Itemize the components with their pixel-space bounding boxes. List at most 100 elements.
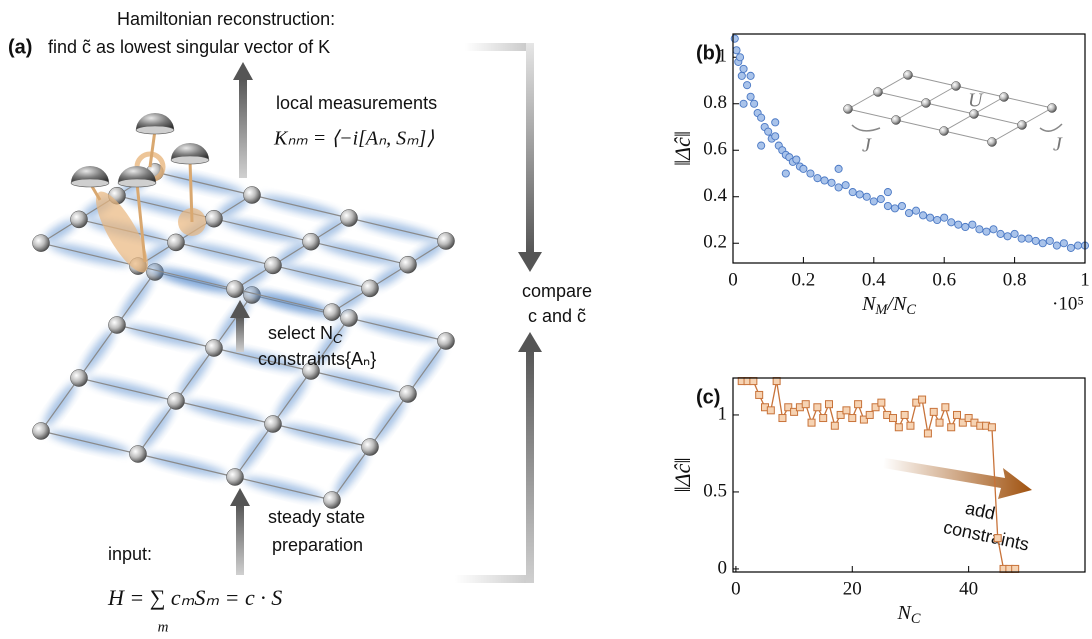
bond	[272, 370, 312, 425]
inset-bond	[955, 85, 1005, 98]
point	[982, 227, 991, 236]
point	[919, 211, 928, 220]
point	[739, 99, 748, 108]
site	[437, 232, 455, 250]
inset-site	[921, 98, 931, 108]
marker	[941, 403, 950, 412]
arrow-shaft	[239, 78, 247, 178]
marker	[813, 403, 822, 412]
marker	[900, 410, 909, 419]
point	[1038, 239, 1047, 248]
detector-rim	[70, 178, 110, 188]
inset-bond	[1003, 96, 1053, 109]
marker	[918, 395, 927, 404]
compare-text: compare	[522, 281, 592, 301]
input-text: input:	[108, 544, 152, 564]
x-tick-label: 1	[1080, 269, 1090, 290]
bond	[137, 453, 236, 478]
marker	[935, 418, 944, 427]
bond	[154, 171, 253, 196]
arrow-shaft	[236, 504, 244, 575]
panel-label: (b)	[696, 42, 722, 64]
title-line: find c̃ as lowest singular vector of K	[48, 37, 330, 57]
site	[340, 209, 358, 227]
bond	[175, 400, 274, 425]
point	[792, 155, 801, 164]
bond	[116, 324, 215, 349]
subscript: C	[911, 611, 921, 627]
bond	[40, 377, 80, 432]
y-axis-label: ‖Δĉ‖	[670, 131, 695, 166]
detector-rim	[117, 178, 157, 188]
flow-line	[526, 43, 534, 253]
inset-site	[891, 115, 901, 125]
marker	[842, 406, 851, 415]
y-tick-label: 1	[718, 403, 728, 424]
y-tick-label: 0.2	[703, 232, 727, 253]
point	[1066, 243, 1075, 252]
inset-bond	[877, 91, 927, 104]
selection	[96, 191, 149, 273]
arrow-head	[518, 252, 542, 272]
marker	[947, 423, 956, 432]
bond	[213, 218, 312, 243]
point	[954, 220, 963, 229]
site	[226, 468, 244, 486]
point	[1024, 234, 1033, 243]
marker	[987, 423, 996, 432]
point	[926, 213, 935, 222]
marker	[801, 400, 810, 409]
marker	[964, 414, 973, 423]
point	[1017, 234, 1026, 243]
bond	[78, 324, 118, 379]
point	[735, 53, 745, 62]
inset-site	[969, 109, 979, 119]
bond	[348, 217, 447, 242]
text-part: N	[861, 293, 877, 315]
inset-label: J	[862, 135, 872, 157]
bond	[251, 194, 350, 219]
y-tick-label: 0	[718, 557, 728, 578]
point	[876, 195, 885, 204]
inset-site	[999, 92, 1009, 102]
point	[737, 71, 746, 80]
marker	[894, 423, 903, 432]
inset-bond	[907, 74, 957, 87]
marker	[755, 390, 764, 399]
annotation: add	[963, 498, 997, 524]
point	[1031, 236, 1040, 245]
y-tick-label: 0.4	[703, 185, 727, 206]
point	[940, 213, 949, 222]
point	[732, 46, 741, 55]
text-part: N	[897, 602, 913, 624]
point	[820, 176, 829, 185]
point	[890, 204, 899, 213]
select-text: constraints{Aₙ}	[258, 349, 376, 369]
x-tick-label: 0.4	[862, 269, 886, 290]
inset-arrow	[851, 124, 881, 132]
bond	[272, 423, 371, 448]
marker	[877, 398, 886, 407]
inset-bond	[925, 85, 957, 104]
point	[1010, 229, 1019, 238]
point	[834, 164, 843, 173]
detector	[171, 143, 209, 160]
marker	[871, 403, 880, 412]
site	[264, 415, 282, 433]
point	[961, 222, 970, 232]
site	[323, 303, 341, 321]
point	[764, 127, 773, 136]
plot-frame	[732, 377, 1086, 573]
inset-bond	[895, 119, 945, 132]
marker	[958, 418, 967, 427]
inset-bond	[1021, 107, 1053, 126]
point	[739, 64, 748, 73]
point	[1052, 241, 1061, 250]
x-tick-label: 0.8	[1003, 269, 1027, 290]
marker	[929, 407, 938, 416]
bond	[331, 446, 371, 501]
point	[855, 190, 864, 199]
arrow-head	[518, 332, 542, 352]
site	[361, 438, 379, 456]
point	[869, 197, 878, 206]
